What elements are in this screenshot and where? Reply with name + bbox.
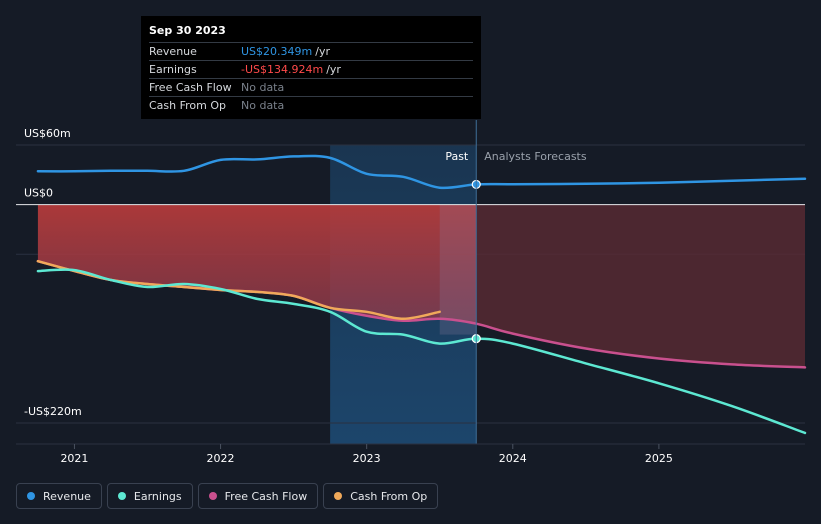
tooltip-label: Earnings bbox=[149, 63, 197, 76]
tooltip-row-cash-from-op: Cash From Op No data bbox=[149, 96, 473, 114]
y-tick-label: US$0 bbox=[24, 187, 53, 200]
tooltip: Sep 30 2023 Revenue US$20.349m /yr Earni… bbox=[141, 16, 481, 119]
tooltip-label: Free Cash Flow bbox=[149, 81, 232, 94]
tooltip-row-revenue: Revenue US$20.349m /yr bbox=[149, 42, 473, 60]
legend: Revenue Earnings Free Cash Flow Cash Fro… bbox=[16, 483, 439, 509]
tooltip-value: -US$134.924m bbox=[241, 63, 324, 76]
x-tick-label: 2025 bbox=[645, 452, 673, 465]
tooltip-unit: /yr bbox=[315, 45, 330, 58]
tooltip-row-earnings: Earnings -US$134.924m /yr bbox=[149, 60, 473, 78]
loss-area-past bbox=[37, 204, 477, 324]
legend-dot-icon bbox=[117, 492, 126, 500]
legend-dot-icon bbox=[334, 492, 343, 500]
x-tick-label: 2022 bbox=[207, 452, 235, 465]
y-tick-label: US$60m bbox=[24, 127, 71, 140]
past-label: Past bbox=[445, 150, 469, 163]
highlight-gap bbox=[439, 204, 477, 335]
legend-item-revenue[interactable]: Revenue bbox=[16, 483, 102, 509]
legend-label: Earnings bbox=[133, 489, 182, 503]
tooltip-date: Sep 30 2023 bbox=[149, 24, 226, 37]
series-line-revenue bbox=[36, 154, 807, 190]
tooltip-unit: /yr bbox=[326, 63, 341, 76]
legend-label: Revenue bbox=[43, 489, 91, 503]
tooltip-value: No data bbox=[241, 99, 285, 112]
legend-label: Cash From Op bbox=[350, 489, 428, 503]
tooltip-label: Revenue bbox=[149, 45, 197, 58]
legend-dot-icon bbox=[27, 492, 35, 500]
legend-label: Free Cash Flow bbox=[224, 489, 308, 503]
x-tick-label: 2023 bbox=[353, 452, 381, 465]
tooltip-row-free-cash-flow: Free Cash Flow No data bbox=[149, 78, 473, 96]
legend-dot-icon bbox=[208, 492, 217, 500]
legend-item-earnings[interactable]: Earnings bbox=[106, 483, 193, 509]
tooltip-label: Cash From Op bbox=[149, 99, 227, 112]
x-tick-label: 2021 bbox=[60, 452, 88, 465]
loss-area-forecast bbox=[476, 204, 805, 368]
legend-item-free-cash-flow[interactable]: Free Cash Flow bbox=[197, 483, 319, 509]
legend-item-cash-from-op[interactable]: Cash From Op bbox=[323, 483, 439, 509]
y-tick-label: -US$220m bbox=[24, 405, 82, 418]
tooltip-value: US$20.349m bbox=[241, 45, 313, 58]
tooltip-value: No data bbox=[241, 81, 285, 94]
x-tick-label: 2024 bbox=[499, 452, 527, 465]
series-line-earnings bbox=[36, 268, 807, 435]
forecast-label: Analysts Forecasts bbox=[484, 150, 587, 163]
